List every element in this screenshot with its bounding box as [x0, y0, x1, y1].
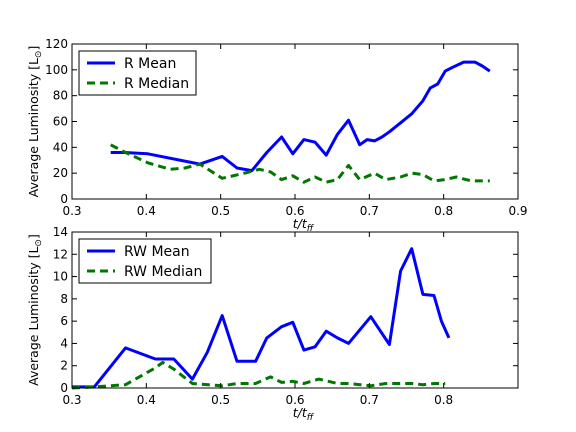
y-axis-label: Average Luminosity [L⊙] — [26, 234, 44, 386]
y-tick-label: 8 — [60, 292, 68, 306]
legend-box — [78, 50, 197, 96]
legend: RW Mean RW Median — [78, 238, 212, 284]
y-tick-label: 10 — [53, 270, 68, 284]
y-tick-label: 6 — [60, 314, 68, 328]
y-tick-label: 0 — [60, 381, 68, 395]
series-line-mean — [110, 60, 491, 173]
y-tick-label: 0 — [60, 192, 68, 206]
x-tick-label: 0.5 — [211, 393, 230, 407]
x-tick-label: 0.6 — [285, 393, 304, 407]
legend-label-median: RW Median — [124, 264, 202, 280]
y-tick-label: 40 — [53, 140, 68, 154]
x-tick-label: 0.3 — [62, 393, 81, 407]
chart-panel-1: 0.3 0.4 0.5 0.6 0.7 0.8 0.9 0 20 40 60 80 100 120 t/tf… — [26, 37, 528, 234]
x-tick-label: 0.3 — [62, 204, 81, 218]
series-line-median — [71, 360, 446, 390]
x-axis-label: t/tff — [293, 405, 315, 423]
y-tick-label: 4 — [60, 336, 68, 350]
y-tick-label: 12 — [53, 247, 68, 261]
x-tick-label: 0.4 — [137, 393, 156, 407]
x-tick-label: 0.7 — [360, 393, 379, 407]
x-tick-label: 0.8 — [434, 393, 453, 407]
y-axis-label: Average Luminosity [L⊙] — [26, 46, 44, 198]
x-tick-label: 0.4 — [137, 204, 156, 218]
y-tick-label: 80 — [53, 89, 68, 103]
y-tick-label: 60 — [53, 115, 68, 129]
x-axis-label: t/tff — [293, 216, 315, 234]
legend-label-mean: RW Mean — [124, 244, 190, 260]
y-tick-label: 2 — [60, 359, 68, 373]
chart-panel-2: 0.3 0.4 0.5 0.6 0.7 0.8 0 2 4 6 8 10 12 14 t/tff Averag… — [26, 225, 519, 423]
y-tick-label: 14 — [53, 225, 68, 239]
series-line-median — [110, 143, 490, 184]
y-tick-label: 20 — [53, 166, 68, 180]
x-tick-label: 0.7 — [360, 204, 379, 218]
y-tick-label: 120 — [45, 37, 68, 51]
x-tick-label: 0.5 — [211, 204, 230, 218]
y-tick-label: 100 — [45, 63, 68, 77]
series-line-mean — [72, 247, 451, 389]
legend-label-mean: R Mean — [124, 56, 176, 72]
legend-box — [78, 238, 212, 284]
x-tick-label: 0.9 — [508, 204, 527, 218]
legend: R Mean R Median — [78, 50, 197, 96]
x-tick-label: 0.6 — [285, 204, 304, 218]
legend-label-median: R Median — [124, 76, 189, 92]
x-tick-label: 0.8 — [434, 204, 453, 218]
